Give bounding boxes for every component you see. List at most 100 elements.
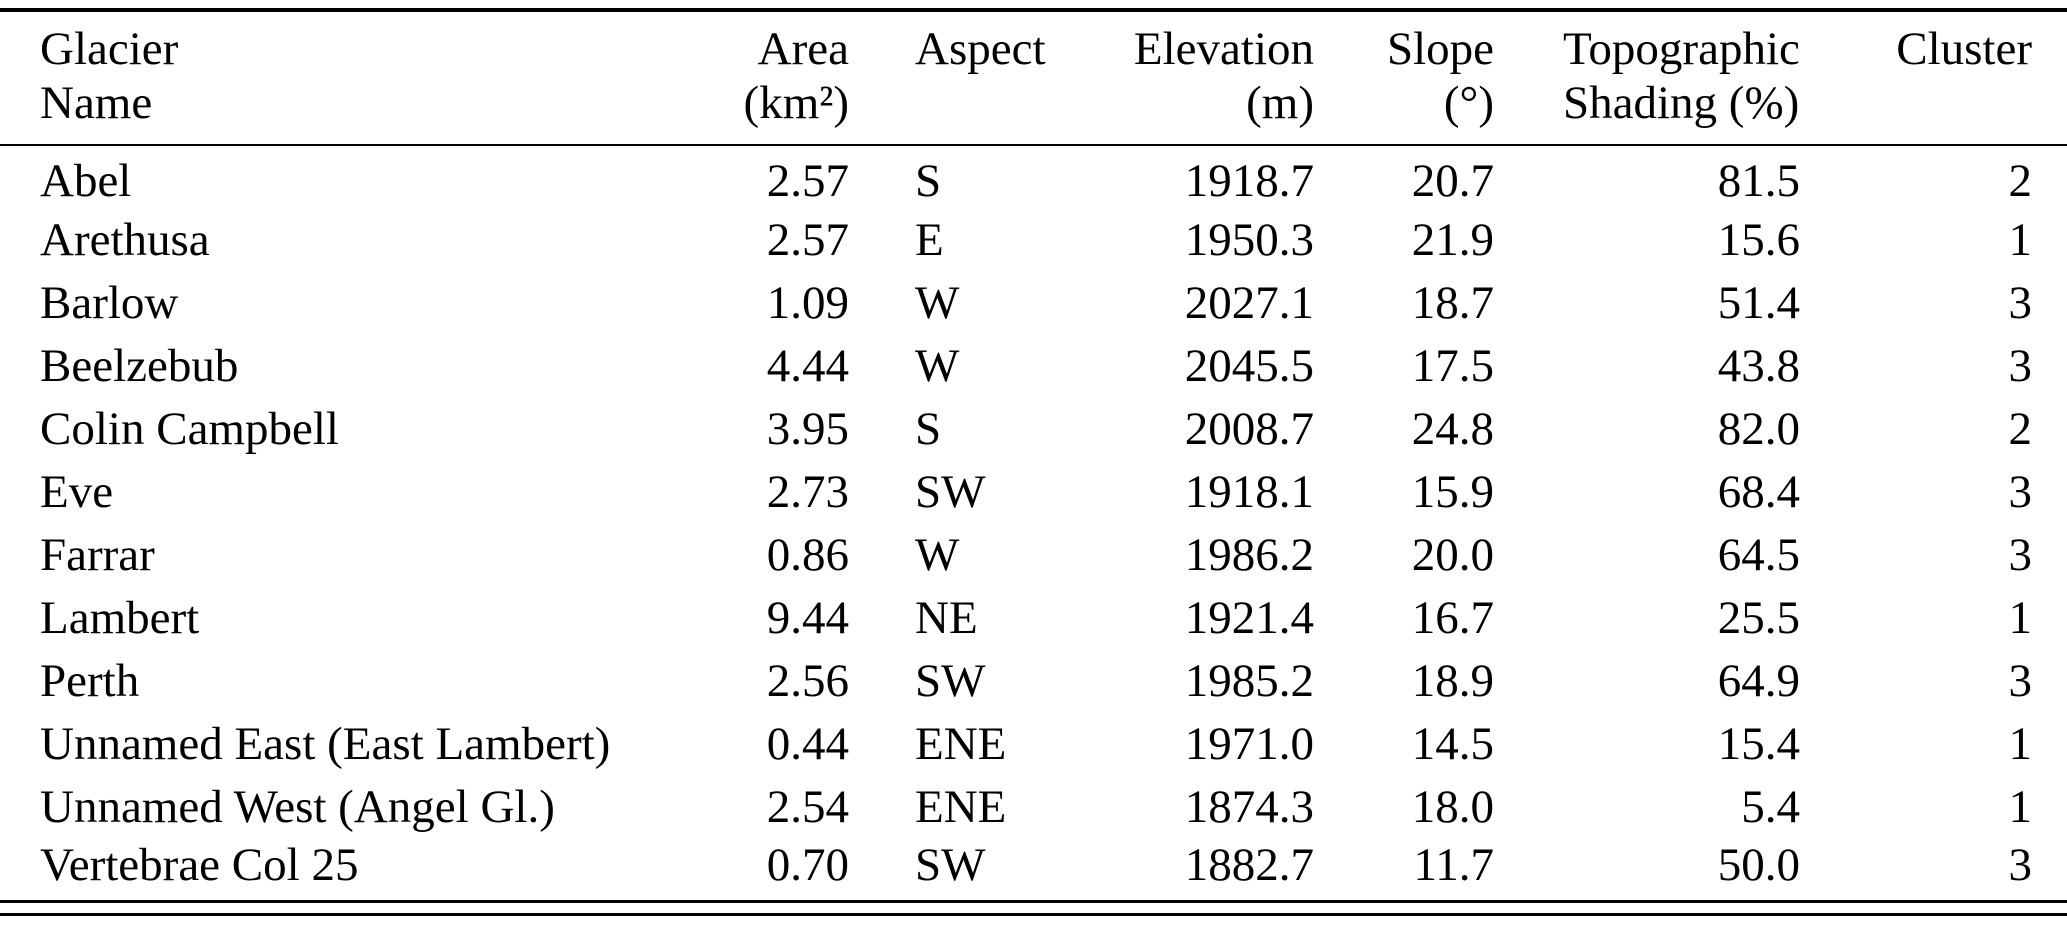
cell-shading: 5.4 bbox=[1741, 780, 1800, 833]
cell-shading: 82.0 bbox=[1717, 402, 1800, 455]
table-row: Unnamed East (East Lambert) 0.44 ENE 1971.0… bbox=[0, 712, 2067, 775]
cell-aspect: ENE bbox=[915, 717, 1007, 770]
table-header: Glacier Name Area (km²) Aspect Elevation… bbox=[0, 10, 2067, 146]
header-text: (m) bbox=[1246, 77, 1314, 129]
cell-name: Eve bbox=[40, 465, 114, 518]
header-text: Area bbox=[757, 23, 849, 75]
cell-cluster: 1 bbox=[2008, 591, 2033, 644]
header-cluster: Cluster bbox=[1815, 10, 2067, 146]
cell-aspect: SW bbox=[915, 465, 986, 518]
cell-name: Abel bbox=[40, 155, 132, 207]
cell-name: Unnamed East (East Lambert) bbox=[40, 717, 611, 770]
table-row: Perth 2.56 SW 1985.2 18.9 64.9 3 bbox=[0, 649, 2067, 712]
cell-cluster: 1 bbox=[2008, 213, 2033, 266]
cell-area: 4.44 bbox=[766, 339, 849, 392]
header-row: Glacier Name Area (km²) Aspect Elevation… bbox=[0, 10, 2067, 146]
cell-shading: 43.8 bbox=[1717, 339, 1800, 392]
cell-shading: 25.5 bbox=[1717, 591, 1800, 644]
header-text: Shading (%) bbox=[1563, 77, 1800, 129]
header-text bbox=[915, 76, 1064, 130]
header-text: (°) bbox=[1443, 77, 1494, 129]
table-row: Lambert 9.44 NE 1921.4 16.7 25.5 1 bbox=[0, 586, 2067, 649]
cell-cluster: 3 bbox=[2008, 339, 2033, 392]
header-text: Topographic bbox=[1563, 23, 1800, 75]
cell-slope: 20.0 bbox=[1411, 528, 1494, 581]
cell-elevation: 1918.7 bbox=[1184, 155, 1314, 207]
cell-elevation: 2045.5 bbox=[1184, 339, 1314, 392]
cell-cluster: 2 bbox=[2008, 155, 2033, 207]
cell-elevation: 1918.1 bbox=[1184, 465, 1314, 518]
cell-area: 0.86 bbox=[766, 528, 849, 581]
cell-cluster: 3 bbox=[2008, 465, 2033, 518]
cell-cluster: 3 bbox=[2008, 839, 2033, 891]
header-text: Cluster bbox=[1896, 23, 2032, 75]
cell-area: 2.54 bbox=[766, 780, 849, 833]
cell-slope: 11.7 bbox=[1413, 839, 1494, 891]
header-text: Elevation bbox=[1133, 23, 1314, 75]
cell-aspect: SW bbox=[915, 839, 986, 891]
table-row: Vertebrae Col 25 0.70 SW 1882.7 11.7 50.0 3 bbox=[0, 838, 2067, 902]
table-row: Arethusa 2.57 E 1950.3 21.9 15.6 1 bbox=[0, 208, 2067, 271]
cell-aspect: S bbox=[915, 155, 942, 207]
cell-name: Barlow bbox=[40, 276, 179, 329]
cell-slope: 20.7 bbox=[1411, 155, 1494, 207]
cell-cluster: 3 bbox=[2008, 528, 2033, 581]
header-text: Aspect bbox=[915, 23, 1046, 75]
cell-area: 2.56 bbox=[766, 654, 849, 707]
cell-shading: 68.4 bbox=[1717, 465, 1800, 518]
cell-elevation: 1921.4 bbox=[1184, 591, 1314, 644]
bottom-rule bbox=[0, 913, 2067, 916]
cell-slope: 17.5 bbox=[1411, 339, 1494, 392]
cell-name: Vertebrae Col 25 bbox=[40, 839, 359, 891]
cell-slope: 18.0 bbox=[1411, 780, 1494, 833]
cell-name: Lambert bbox=[40, 591, 200, 644]
cell-cluster: 3 bbox=[2008, 276, 2033, 329]
cell-area: 3.95 bbox=[766, 402, 849, 455]
cell-aspect: NE bbox=[915, 591, 978, 644]
table-row: Beelzebub 4.44 W 2045.5 17.5 43.8 3 bbox=[0, 334, 2067, 397]
cell-shading: 50.0 bbox=[1717, 839, 1800, 891]
cell-aspect: W bbox=[915, 528, 960, 581]
cell-area: 1.09 bbox=[766, 276, 849, 329]
header-elevation: Elevation (m) bbox=[1065, 10, 1315, 146]
header-aspect: Aspect bbox=[850, 10, 1065, 146]
table-body: Abel 2.57 S 1918.7 20.7 81.5 2 Arethusa 2.57 E 195… bbox=[0, 145, 2067, 902]
cell-aspect: W bbox=[915, 276, 960, 329]
table-row: Eve 2.73 SW 1918.1 15.9 68.4 3 bbox=[0, 460, 2067, 523]
cell-elevation: 1950.3 bbox=[1184, 213, 1314, 266]
cell-elevation: 1971.0 bbox=[1184, 717, 1314, 770]
cell-shading: 64.9 bbox=[1717, 654, 1800, 707]
table-row: Abel 2.57 S 1918.7 20.7 81.5 2 bbox=[0, 145, 2067, 208]
cell-aspect: SW bbox=[915, 654, 986, 707]
cell-shading: 51.4 bbox=[1717, 276, 1800, 329]
glacier-attributes-table: Glacier Name Area (km²) Aspect Elevation… bbox=[0, 8, 2067, 903]
table-row: Colin Campbell 3.95 S 2008.7 24.8 82.0 2 bbox=[0, 397, 2067, 460]
cell-slope: 14.5 bbox=[1411, 717, 1494, 770]
cell-area: 9.44 bbox=[766, 591, 849, 644]
cell-area: 2.57 bbox=[766, 155, 849, 207]
cell-elevation: 1986.2 bbox=[1184, 528, 1314, 581]
cell-slope: 18.9 bbox=[1411, 654, 1494, 707]
cell-slope: 15.9 bbox=[1411, 465, 1494, 518]
header-area: Area (km²) bbox=[600, 10, 850, 146]
cell-name: Beelzebub bbox=[40, 339, 239, 392]
header-slope: Slope (°) bbox=[1315, 10, 1495, 146]
cell-shading: 15.4 bbox=[1717, 717, 1800, 770]
table-row: Farrar 0.86 W 1986.2 20.0 64.5 3 bbox=[0, 523, 2067, 586]
cell-cluster: 1 bbox=[2008, 780, 2033, 833]
cell-elevation: 2008.7 bbox=[1184, 402, 1314, 455]
header-text bbox=[1816, 76, 2032, 130]
cell-name: Colin Campbell bbox=[40, 402, 339, 455]
cell-shading: 15.6 bbox=[1717, 213, 1800, 266]
cell-area: 2.73 bbox=[766, 465, 849, 518]
header-text: (km²) bbox=[743, 77, 849, 129]
cell-area: 0.70 bbox=[766, 839, 849, 891]
header-text: Glacier bbox=[40, 23, 179, 75]
cell-aspect: E bbox=[915, 213, 944, 266]
cell-cluster: 3 bbox=[2008, 654, 2033, 707]
table-row: Unnamed West (Angel Gl.) 2.54 ENE 1874.3 18.… bbox=[0, 775, 2067, 838]
cell-slope: 18.7 bbox=[1411, 276, 1494, 329]
cell-slope: 24.8 bbox=[1411, 402, 1494, 455]
header-topographic-shading: Topographic Shading (%) bbox=[1495, 10, 1815, 146]
